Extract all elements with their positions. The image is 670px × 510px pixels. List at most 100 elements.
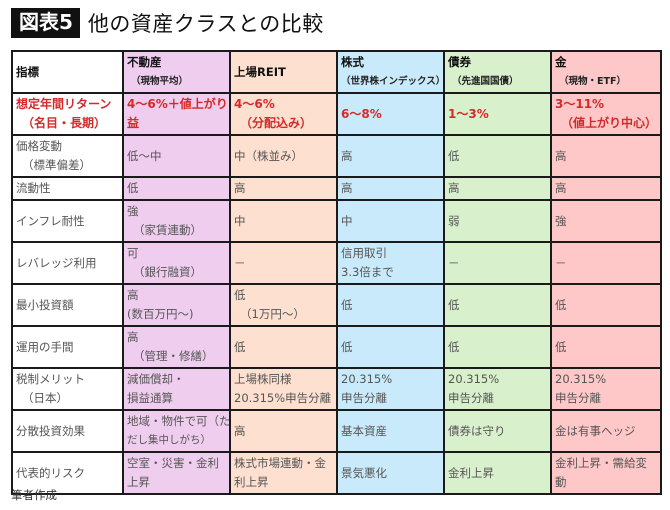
- cell-metric: インフレ耐性: [11, 199, 124, 243]
- cell-text: （管理・修繕）: [133, 349, 214, 363]
- cell-text: 中: [234, 213, 246, 228]
- source-note: 筆者作成: [11, 488, 57, 502]
- cell-real-estate: 高 （管理・修繕）: [122, 325, 231, 369]
- header-real-estate-sub: （現物平均）: [131, 76, 189, 87]
- header-stocks: 株式 （世界株インデックス）: [336, 50, 445, 94]
- cell-text: 4～6%＋値上がり: [127, 97, 228, 111]
- cell-reit: 高: [229, 176, 338, 201]
- cell-text: 高: [234, 423, 246, 438]
- cell-text: 3～11%: [555, 97, 605, 111]
- cell-text: 分散投資効果: [16, 423, 85, 438]
- cell-text: 6～8%: [341, 106, 382, 121]
- cell-metric: 流動性: [11, 176, 124, 201]
- cell-bonds: 1～3%: [443, 92, 552, 136]
- table-row: 分散投資効果 地域・物件で可（た だし集中しがち）高基本資産 債券は守り 金は有事ヘッジ: [11, 409, 662, 453]
- cell-text: 空室・災害・金利: [127, 456, 219, 470]
- cell-metric: レバレッジ利用: [11, 241, 124, 285]
- cell-bonds: 低: [443, 134, 552, 178]
- cell-text: 利上昇: [234, 475, 269, 489]
- cell-reit: －: [229, 241, 338, 285]
- cell-text: 低: [555, 339, 567, 354]
- cell-stocks: 6～8%: [336, 92, 445, 136]
- cell-text: 減価償却・: [127, 372, 185, 386]
- header-gold: 金 （現物・ETF）: [550, 50, 662, 94]
- header-metric: 指標: [11, 50, 124, 94]
- cell-bonds: 20.315% 申告分離: [443, 367, 552, 411]
- cell-metric: 分散投資効果: [11, 409, 124, 453]
- cell-text: 高: [341, 148, 353, 163]
- cell-reit: 低: [229, 325, 338, 369]
- table-row: 税制メリット （日本） 減価償却・ 損益通算 上場株同様 20.315%申告分離 20.31…: [11, 367, 662, 411]
- cell-text: 3.3倍まで: [341, 265, 394, 279]
- header-bonds: 債券 （先進国国債）: [443, 50, 552, 94]
- cell-text: 4～6%: [234, 97, 275, 111]
- cell-text: （名目・長期）: [22, 116, 107, 130]
- cell-stocks: 高: [336, 134, 445, 178]
- table-row: インフレ耐性 強 （家賃連動） 中 中 弱 強: [11, 199, 662, 243]
- figure-title-bar: 図表5 他の資産クラスとの比較: [11, 8, 324, 38]
- header-metric-label: 指標: [16, 64, 39, 79]
- cell-reit: 中（株並み）: [229, 134, 338, 178]
- cell-text: 地域・物件で可（た: [127, 414, 230, 428]
- cell-text: 低: [555, 297, 567, 312]
- cell-text: 20.315%申告分離: [234, 391, 332, 405]
- cell-text: 低: [234, 339, 246, 354]
- cell-text: －: [555, 255, 567, 270]
- cell-gold: 強: [550, 199, 662, 243]
- cell-reit: 株式市場連動・金 利上昇: [229, 451, 338, 495]
- cell-bonds: 弱: [443, 199, 552, 243]
- cell-stocks: 景気悪化: [336, 451, 445, 495]
- cell-gold: 高: [550, 176, 662, 201]
- cell-text: 金は有事ヘッジ: [555, 423, 636, 438]
- cell-text: 信用取引: [341, 246, 387, 260]
- cell-text: 高: [448, 181, 460, 195]
- cell-gold: 金利上昇・需給変動: [550, 451, 662, 495]
- header-real-estate: 不動産 （現物平均）: [122, 50, 231, 94]
- cell-text: 低: [448, 297, 460, 312]
- header-bonds-name: 債券: [448, 55, 471, 69]
- cell-text: インフレ耐性: [16, 213, 85, 228]
- cell-text: 上場株同様: [234, 372, 292, 386]
- cell-metric: 想定年間リターン （名目・長期）: [11, 92, 124, 136]
- table-row: 価格変動 （標準偏差） 低～中 中（株並み） 高 低 高: [11, 134, 662, 178]
- cell-bonds: 高: [443, 176, 552, 201]
- comparison-table: 指標 不動産 （現物平均） 上場REIT 株式 （世界株インデックス） 債券 （…: [11, 50, 662, 495]
- cell-text: 1～3%: [448, 106, 489, 121]
- cell-stocks: 中: [336, 199, 445, 243]
- cell-text: （値上がり中心）: [561, 116, 658, 130]
- cell-text: 可: [127, 246, 139, 260]
- cell-text: （家賃連動）: [133, 223, 202, 237]
- cell-stocks: 信用取引 3.3倍まで: [336, 241, 445, 285]
- cell-gold: 金は有事ヘッジ: [550, 409, 662, 453]
- cell-real-estate: 低～中: [122, 134, 231, 178]
- cell-text: 高: [555, 181, 567, 195]
- cell-text: －: [448, 255, 460, 270]
- cell-bonds: 低: [443, 283, 552, 327]
- cell-text: 高: [127, 288, 139, 302]
- cell-text: 税制メリット: [16, 372, 85, 386]
- table-row: 代表的リスク 空室・災害・金利 上昇 株式市場連動・金 利上昇 景気悪化 金利上昇 金利上昇・…: [11, 451, 662, 495]
- cell-gold: 3～11% （値上がり中心）: [550, 92, 662, 136]
- cell-text: 上昇: [127, 475, 150, 489]
- cell-bonds: 低: [443, 325, 552, 369]
- cell-text: 株式市場連動・金: [234, 456, 326, 470]
- cell-text: 高: [234, 181, 246, 195]
- header-bonds-sub: （先進国国債）: [452, 76, 519, 87]
- cell-text: 低: [448, 339, 460, 354]
- cell-text: 想定年間リターン: [16, 97, 112, 111]
- cell-text: 高: [341, 181, 353, 195]
- cell-reit: 4～6% （分配込み）: [229, 92, 338, 136]
- cell-text: 景気悪化: [341, 465, 387, 480]
- cell-gold: 低: [550, 283, 662, 327]
- cell-real-estate: 高 (数百万円～): [122, 283, 231, 327]
- cell-stocks: 20.315% 申告分離: [336, 367, 445, 411]
- cell-text: 20.315%: [341, 372, 393, 386]
- cell-text: 低～中: [127, 148, 162, 163]
- cell-text: 低: [341, 339, 353, 354]
- header-stocks-sub: （世界株インデックス）: [341, 76, 444, 87]
- table-row: レバレッジ利用 可 （銀行融資） － 信用取引 3.3倍まで － －: [11, 241, 662, 285]
- table-row: 想定年間リターン （名目・長期） 4～6%＋値上がり益 4～6% （分配込み） 6～8% 1…: [11, 92, 662, 136]
- cell-text: 動: [555, 475, 567, 489]
- cell-real-estate: 地域・物件で可（た だし集中しがち）: [122, 409, 231, 453]
- cell-gold: －: [550, 241, 662, 285]
